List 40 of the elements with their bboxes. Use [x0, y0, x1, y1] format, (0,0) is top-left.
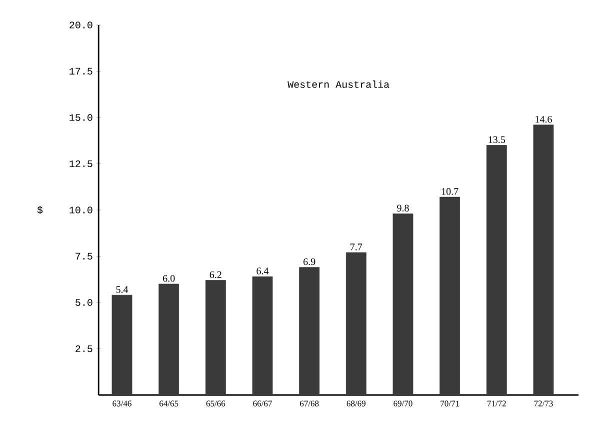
text: Western Australia [288, 80, 390, 88]
data-label: 7.7 [350, 244, 362, 250]
bar [205, 280, 226, 395]
y-tick-label: 20.0 [70, 22, 92, 28]
data-label: 6.0 [163, 275, 175, 282]
y-axis-title: $ [37, 206, 43, 214]
x-tick-label: 65/66 [206, 400, 226, 406]
bar [533, 124, 554, 395]
data-label: 6.2 [210, 271, 222, 278]
data-label: 5.4 [116, 286, 128, 293]
x-tick-label: 63/46 [112, 400, 132, 406]
bar [486, 145, 507, 395]
data-label: 6.9 [303, 258, 316, 266]
bar [299, 267, 320, 395]
x-tick-label: 66/67 [253, 400, 272, 406]
y-tick-label: 5.0 [76, 299, 92, 306]
x-tick-label: 72/73 [534, 400, 553, 406]
bar [158, 284, 180, 395]
y-tick-label: 17.5 [70, 68, 92, 75]
y-tick-label: 15.0 [70, 114, 92, 121]
x-tick-label: 71/72 [488, 400, 506, 406]
x-tick-label: 67/68 [300, 400, 319, 406]
bar [392, 214, 414, 395]
y-tick-label: 12.5 [70, 160, 92, 168]
data-label: 14.6 [536, 116, 552, 123]
x-tick-label: 68/69 [346, 400, 366, 406]
y-tick-label: 10.0 [70, 206, 92, 214]
bar [440, 196, 460, 395]
data-label: 9.8 [397, 204, 409, 212]
bar [112, 294, 132, 395]
x-tick-label: 64/65 [160, 400, 178, 406]
bar [346, 252, 366, 395]
x-tick-label: 70/71 [440, 400, 459, 406]
data-label: 13.5 [488, 136, 505, 144]
y-tick-label: 7.5 [76, 252, 92, 260]
y-tick-label: 2.5 [76, 345, 92, 352]
bar [252, 276, 273, 395]
data-label: 6.4 [256, 268, 269, 274]
data-label: 10.7 [442, 188, 458, 195]
x-tick-label: 69/70 [394, 400, 412, 406]
